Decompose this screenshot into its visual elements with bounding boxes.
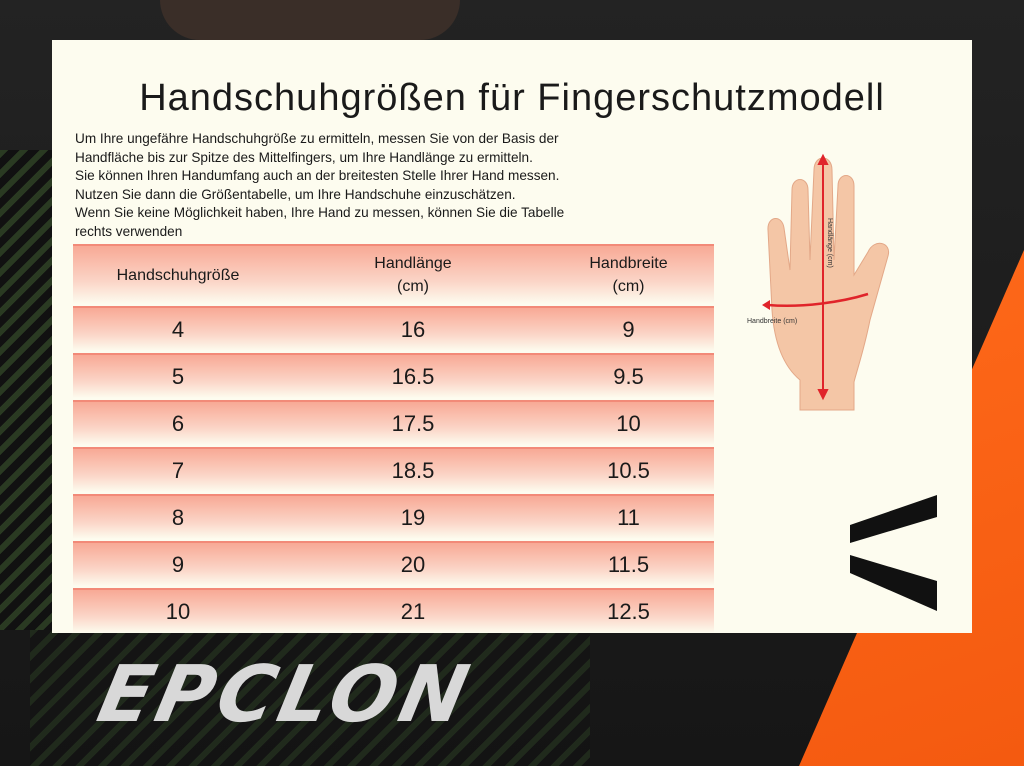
cell-size: 5 [171, 363, 185, 389]
cell-width: 10.5 [607, 457, 650, 483]
cell-length: 19 [400, 504, 426, 530]
cell-size: 6 [171, 410, 185, 436]
table-row: 10 21 12.5 [73, 588, 714, 633]
cell-length: 18.5 [391, 457, 435, 483]
cell-size: 10 [165, 598, 191, 624]
intro-line: rechts verwenden [75, 223, 183, 239]
jersey-stripes [0, 150, 60, 630]
hand-icon [767, 157, 890, 411]
width-arrow-icon [767, 292, 869, 308]
cell-length: 16.5 [391, 363, 435, 389]
length-label: Handlänge (cm) [826, 218, 833, 268]
brand-logo-icon [850, 495, 937, 611]
cell-width: 12.5 [607, 598, 650, 624]
player-head-photo [160, 0, 460, 40]
intro-line: Um Ihre ungefähre Handschuhgröße zu ermi… [75, 131, 559, 146]
cell-width: 9 [622, 316, 635, 342]
cell-width: 9.5 [613, 363, 644, 389]
cell-width: 11.5 [607, 551, 650, 577]
cell-width: 10 [616, 410, 641, 436]
size-chart-card: Handschuhgrößen für Fingerschutzmodell U… [52, 40, 972, 633]
cell-width: 11 [617, 504, 640, 530]
table-row: 8 19 11 [73, 494, 714, 539]
table-row: 7 18.5 10.5 [73, 447, 714, 492]
cell-size: 7 [171, 457, 185, 483]
intro-line: Nutzen Sie dann die Größentabelle, um Ih… [75, 186, 516, 202]
intro-line: Wenn Sie keine Möglichkeit haben, Ihre H… [75, 205, 565, 221]
width-label: Handbreite (cm) [747, 318, 797, 325]
brand-wordmark: EPCLON [90, 650, 480, 740]
page-title: Handschuhgrößen für Fingerschutzmodell [139, 77, 885, 119]
header-length: Handlänge (cm) [374, 255, 452, 295]
size-table: Handschuhgröße Handlänge (cm) Handbreite(… [73, 244, 714, 633]
hand-measurement-diagram: Handlänge (cm) Handbreite (cm) [747, 153, 890, 411]
cell-length: 17.5 [391, 410, 435, 436]
cell-size: 9 [171, 551, 185, 577]
cell-size: 4 [171, 316, 185, 342]
table-row: 9 20 11.5 [73, 541, 714, 586]
header-size: Handschuhgröße [116, 266, 240, 284]
length-arrow-icon [817, 153, 829, 401]
intro-text: Um Ihre ungefähre Handschuhgröße zu ermi… [75, 130, 715, 242]
table-header: Handschuhgröße Handlänge (cm) Handbreite(… [73, 244, 714, 304]
cell-length: 16 [400, 316, 426, 342]
header-width: Handbreite (cm) [589, 255, 668, 295]
cell-size: 8 [171, 504, 185, 530]
table-row: 5 16.5 9.5 [73, 353, 714, 398]
cell-length: 21 [400, 598, 426, 624]
intro-line: Handfläche bis zur Spitze des Mittelfing… [75, 149, 533, 165]
cell-length: 20 [400, 551, 426, 577]
intro-line: Sie können Ihren Handumfang auch an der … [75, 168, 560, 184]
table-row: 4 16 9 [73, 306, 714, 351]
jersey-stripes-bottom [30, 630, 590, 766]
table-row: 6 17.5 10 [73, 400, 714, 445]
